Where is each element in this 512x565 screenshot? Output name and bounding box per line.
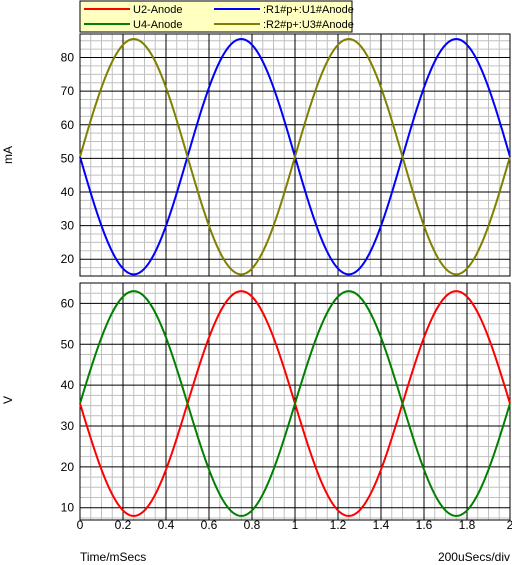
y-tick-label: 70 <box>61 84 75 98</box>
y-tick-label: 20 <box>61 252 75 266</box>
y-tick-label: 60 <box>61 296 75 310</box>
y-tick-label: 80 <box>61 51 75 65</box>
x-axis-label: Time/mSecs <box>80 550 147 564</box>
y-tick-label: 30 <box>61 219 75 233</box>
panel-bottom: 10 20 30 40 50 60 V 0 0.2 0.4 0.6 0.8 1 1.2 1.4 1.6 1.8 2 <box>1 282 512 532</box>
x-tick-label: 1.4 <box>373 518 390 532</box>
y-tick-label: 50 <box>61 151 75 165</box>
y-tick-label: 10 <box>61 501 75 515</box>
x-tick-label: 1.6 <box>416 518 433 532</box>
legend-label: U4-Anode <box>133 19 183 31</box>
y-tick-label: 30 <box>61 419 75 433</box>
legend-label: :R1#p+:U1#Anode <box>263 4 354 16</box>
y-tick-label: 50 <box>61 337 75 351</box>
legend-label: U2-Anode <box>133 4 183 16</box>
y-tick-label: 20 <box>61 460 75 474</box>
x-tick-label: 0.8 <box>244 518 261 532</box>
series-line-bottom-1 <box>79 290 511 517</box>
legend: U2-Anode :R1#p+:U1#Anode U4-Anode :R2#p+:U3… <box>79 0 354 33</box>
x-tick-label: 2 <box>507 518 512 532</box>
x-tick-label: 0.2 <box>115 518 132 532</box>
x-tick-label: 1.8 <box>459 518 476 532</box>
x-tick-label: 0.6 <box>201 518 218 532</box>
panel-top: 20 30 40 50 60 70 80 mA <box>1 33 511 277</box>
legend-box <box>79 0 353 33</box>
y-tick-label: 40 <box>61 378 75 392</box>
y-axis-label: V <box>1 396 15 404</box>
x-tick-label: 1.2 <box>330 518 347 532</box>
y-tick-label: 60 <box>61 118 75 132</box>
y-axis-label: mA <box>1 146 15 164</box>
x-tick-label: 0 <box>77 518 84 532</box>
series-line-top-1 <box>79 38 511 276</box>
x-tick-label: 1 <box>292 518 299 532</box>
legend-label: :R2#p+:U3#Anode <box>263 19 354 31</box>
time-scale-label: 200uSecs/div <box>437 550 510 564</box>
y-tick-label: 40 <box>61 185 75 199</box>
x-tick-label: 0.4 <box>158 518 175 532</box>
